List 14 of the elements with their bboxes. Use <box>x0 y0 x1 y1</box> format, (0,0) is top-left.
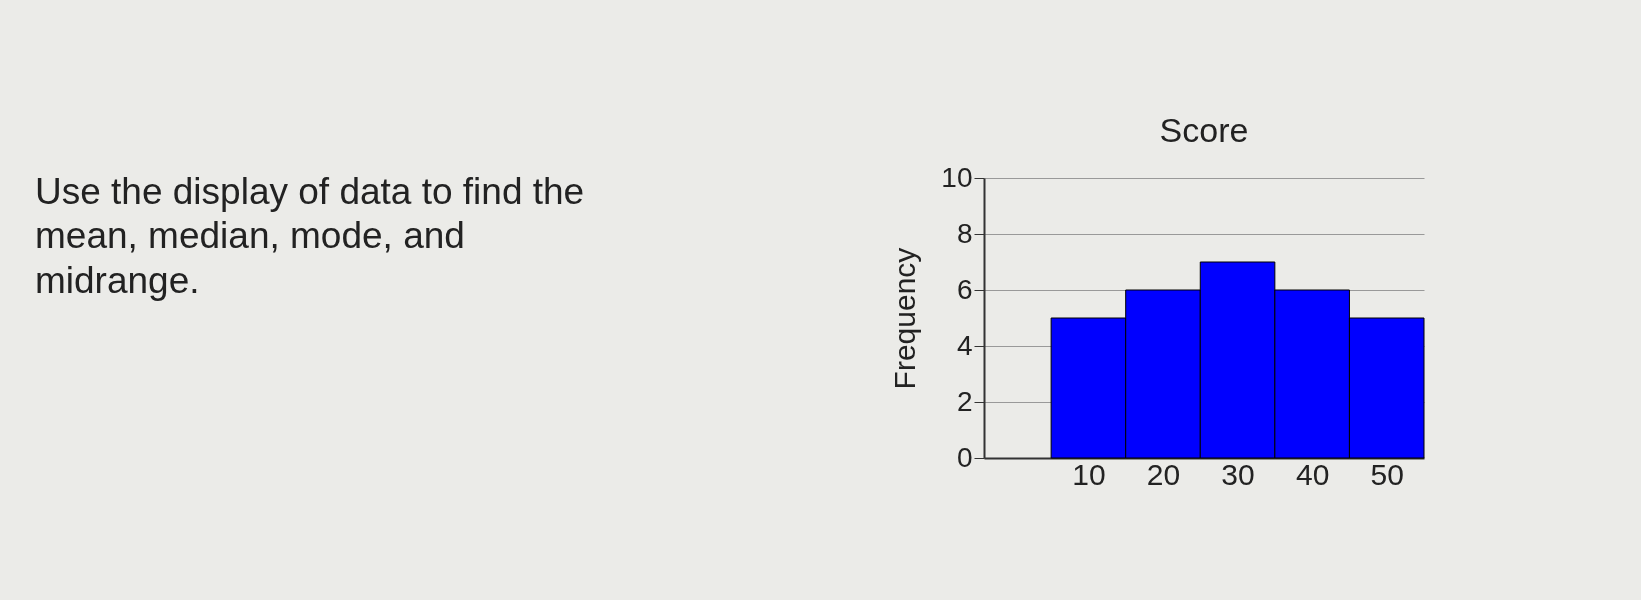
y-tick-label: 8 <box>956 217 973 249</box>
x-tick-label: 10 <box>1072 457 1106 491</box>
x-tick-label: 50 <box>1370 457 1404 491</box>
x-tick-label: 30 <box>1221 457 1255 491</box>
y-tick-label: 6 <box>956 273 973 305</box>
y-tick-label: 10 <box>941 161 973 193</box>
y-tick-label: 0 <box>956 441 973 473</box>
text: Use the display of data to find the mean, median, mode, and midrange. <box>35 170 586 303</box>
x-tick-label: 40 <box>1295 457 1330 491</box>
chart-title: Score <box>1159 111 1249 149</box>
y-tick-label: 2 <box>956 385 973 417</box>
x-tick-label: 20 <box>1146 457 1181 491</box>
y-axis-title: Frequency <box>888 247 922 390</box>
y-tick-label: 4 <box>956 329 973 361</box>
